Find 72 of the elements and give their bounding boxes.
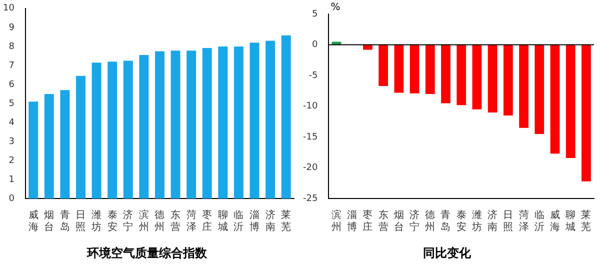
text: 环境空气质量综合指数	[86, 246, 208, 260]
x-tick-label: 临沂	[534, 209, 544, 234]
y-tick-label: 0	[8, 194, 15, 204]
x-tick-label: 泰安	[456, 210, 466, 234]
bar	[170, 50, 180, 199]
x-tick-label: 菏泽	[518, 209, 529, 234]
x-tick-label: 东营	[170, 209, 181, 234]
bar	[28, 102, 38, 199]
x-tick-label: 菏泽	[186, 209, 196, 234]
x-tick-label: 淄博	[347, 209, 358, 234]
x-tick-label: 济南	[488, 209, 498, 234]
y-tick-label: -15	[302, 132, 318, 142]
y-tick-label: 7	[8, 60, 14, 71]
bar	[44, 94, 54, 199]
x-tick-label: 烟台	[394, 209, 404, 234]
y-tick-label: 10	[3, 4, 15, 14]
x-tick-label: 滨州	[138, 209, 149, 234]
x-tick-label: 滨州	[332, 209, 342, 234]
bar	[76, 76, 86, 199]
x-tick-label: 临沂	[234, 209, 244, 234]
x-tick-label: 潍坊	[470, 209, 482, 234]
y-tick-label: 9	[8, 22, 15, 33]
y-tick-label: 4	[8, 118, 15, 128]
bar	[234, 46, 244, 199]
text: 同比变化	[423, 246, 472, 260]
x-tick-label: 枣庄	[202, 209, 212, 234]
x-tick-label: 莱芜	[581, 209, 592, 234]
x-tick-label: 威海	[550, 209, 560, 234]
x-tick-label: 日照	[503, 210, 514, 234]
y-tick-label: 3	[8, 136, 14, 147]
y-tick-label: 1	[8, 174, 14, 185]
x-tick-label: 日照	[76, 210, 86, 234]
x-tick-label: 烟台	[44, 209, 54, 234]
x-tick-label: 聊城	[564, 209, 576, 234]
bar	[139, 55, 149, 199]
x-tick-label: 潍坊	[90, 209, 102, 234]
x-tick-label: 德州	[154, 210, 165, 234]
y-tick-label: -10	[302, 102, 318, 112]
bar	[250, 42, 260, 199]
x-tick-label: 德州	[425, 210, 436, 234]
y-tick-label: 6	[8, 80, 15, 90]
y-tick-label: 8	[8, 42, 15, 52]
x-tick-label: 聊城	[216, 209, 228, 234]
x-tick-label: 枣庄	[362, 209, 373, 234]
bar	[154, 51, 164, 199]
bar	[92, 62, 102, 199]
bar	[108, 62, 118, 199]
bar	[281, 35, 291, 199]
x-tick-label: 济宁	[410, 209, 420, 234]
bar	[186, 50, 196, 199]
x-tick-label: 青岛	[60, 209, 70, 234]
y-tick-label: -25	[302, 194, 318, 204]
bar	[202, 48, 212, 199]
y-axis-title: %	[330, 2, 340, 13]
x-tick-label: 东营	[378, 209, 388, 234]
x-tick-label: 济南	[265, 209, 276, 234]
x-tick-label: 济宁	[123, 209, 134, 234]
bar	[218, 46, 228, 199]
y-tick-label: -20	[302, 163, 318, 174]
bar	[123, 60, 133, 199]
y-tick-label: 0	[312, 40, 318, 50]
y-tick-label: -5	[308, 70, 318, 81]
x-tick-label: 莱芜	[281, 209, 292, 234]
bar	[60, 90, 70, 199]
x-tick-label: 泰安	[107, 210, 118, 234]
y-tick-label: 5	[8, 98, 14, 109]
x-tick-label: 青岛	[440, 209, 451, 234]
x-tick-label: 淄博	[250, 209, 260, 234]
y-tick-label: 5	[312, 9, 318, 20]
y-tick-label: 2	[8, 156, 14, 166]
bar	[266, 40, 276, 199]
x-tick-label: 威海	[28, 209, 38, 234]
